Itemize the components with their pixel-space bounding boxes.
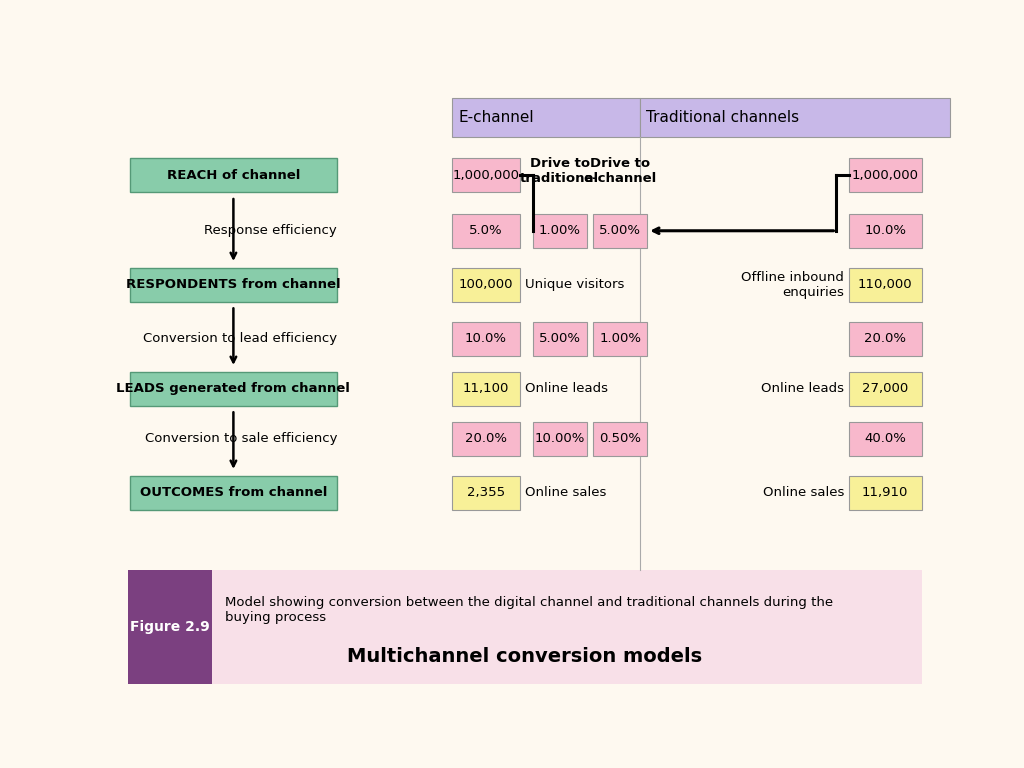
Text: 2,355: 2,355: [467, 486, 505, 499]
Text: Offline inbound
enquiries: Offline inbound enquiries: [741, 270, 844, 299]
Bar: [452, 422, 520, 455]
Bar: [130, 475, 337, 509]
Bar: [452, 372, 520, 406]
Text: 11,910: 11,910: [862, 486, 908, 499]
Text: 40.0%: 40.0%: [864, 432, 906, 445]
Text: 27,000: 27,000: [862, 382, 908, 395]
Bar: [128, 570, 212, 684]
Text: 100,000: 100,000: [459, 278, 513, 291]
Text: Response efficiency: Response efficiency: [205, 224, 337, 237]
Bar: [130, 158, 337, 192]
Text: 110,000: 110,000: [858, 278, 912, 291]
Bar: [849, 322, 922, 356]
Text: Drive to
traditional: Drive to traditional: [520, 157, 599, 185]
Text: RESPONDENTS from channel: RESPONDENTS from channel: [126, 278, 341, 291]
Text: 20.0%: 20.0%: [864, 332, 906, 345]
Bar: [849, 422, 922, 455]
Text: 10.0%: 10.0%: [864, 224, 906, 237]
Text: REACH of channel: REACH of channel: [167, 169, 300, 182]
Text: 1,000,000: 1,000,000: [852, 169, 919, 182]
Bar: [849, 158, 922, 192]
Text: Online leads: Online leads: [761, 382, 844, 395]
Bar: [849, 475, 922, 509]
Bar: [532, 214, 587, 248]
Text: Drive to
e-channel: Drive to e-channel: [584, 157, 656, 185]
Bar: [593, 322, 647, 356]
Text: Model showing conversion between the digital channel and traditional channels du: Model showing conversion between the dig…: [225, 597, 833, 624]
Text: Online leads: Online leads: [524, 382, 608, 395]
Text: 5.0%: 5.0%: [469, 224, 503, 237]
Text: OUTCOMES from channel: OUTCOMES from channel: [139, 486, 327, 499]
Text: 11,100: 11,100: [463, 382, 509, 395]
Bar: [452, 158, 520, 192]
Text: Conversion to sale efficiency: Conversion to sale efficiency: [144, 432, 337, 445]
Bar: [452, 214, 520, 248]
Text: Conversion to lead efficiency: Conversion to lead efficiency: [143, 332, 337, 345]
Text: E-channel: E-channel: [458, 110, 534, 125]
Bar: [849, 214, 922, 248]
Bar: [849, 268, 922, 302]
Text: 10.0%: 10.0%: [465, 332, 507, 345]
Bar: [130, 372, 337, 406]
Bar: [452, 98, 640, 137]
Bar: [130, 268, 337, 302]
Text: Multichannel conversion models: Multichannel conversion models: [347, 647, 702, 666]
Bar: [452, 322, 520, 356]
Bar: [593, 214, 647, 248]
Bar: [849, 372, 922, 406]
Bar: [452, 475, 520, 509]
Bar: [532, 322, 587, 356]
Bar: [640, 98, 949, 137]
Text: 1,000,000: 1,000,000: [453, 169, 519, 182]
Bar: [532, 422, 587, 455]
Text: Traditional channels: Traditional channels: [646, 110, 799, 125]
Text: 5.00%: 5.00%: [539, 332, 581, 345]
Text: Online sales: Online sales: [763, 486, 844, 499]
Text: 1.00%: 1.00%: [539, 224, 581, 237]
Text: 20.0%: 20.0%: [465, 432, 507, 445]
Text: Unique visitors: Unique visitors: [524, 278, 625, 291]
Text: Figure 2.9: Figure 2.9: [130, 620, 210, 634]
Bar: [593, 422, 647, 455]
Text: 1.00%: 1.00%: [599, 332, 641, 345]
Text: 0.50%: 0.50%: [599, 432, 641, 445]
Text: Online sales: Online sales: [524, 486, 606, 499]
Text: 5.00%: 5.00%: [599, 224, 641, 237]
Bar: [128, 570, 922, 684]
Text: 10.00%: 10.00%: [535, 432, 585, 445]
Bar: [452, 268, 520, 302]
Text: LEADS generated from channel: LEADS generated from channel: [117, 382, 350, 395]
